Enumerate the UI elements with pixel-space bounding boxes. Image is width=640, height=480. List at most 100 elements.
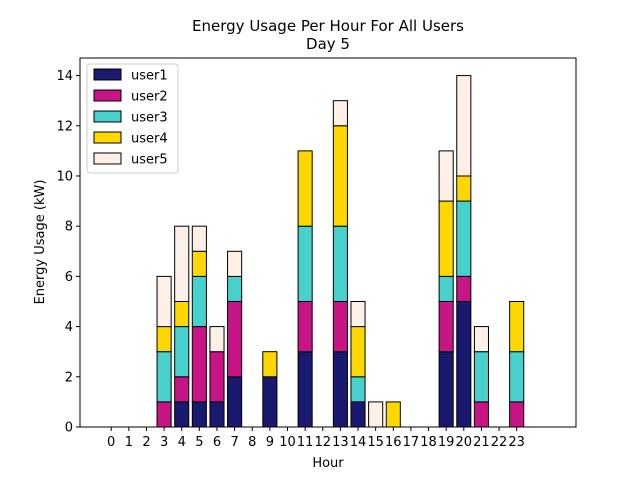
x-tick-label: 15	[367, 435, 384, 450]
bar-user3-hour-5	[191, 275, 207, 328]
legend-swatch-user2	[93, 89, 122, 102]
bar-user2-hour-4	[174, 376, 190, 403]
bar-user3-hour-20	[456, 200, 472, 277]
y-tick-label: 14	[56, 69, 73, 84]
bar-user2-hour-20	[456, 275, 472, 302]
bar-user2-hour-13	[332, 300, 348, 353]
x-tick-label: 1	[125, 435, 133, 450]
bar-user5-hour-4	[174, 225, 190, 302]
bar-user5-hour-19	[438, 150, 454, 202]
bar-user1-hour-14	[350, 401, 366, 428]
legend-swatch-user3	[93, 110, 122, 123]
x-tick-label: 10	[279, 435, 296, 450]
x-tick-label: 19	[438, 435, 455, 450]
x-tick-label: 14	[350, 435, 367, 450]
bar-user3-hour-14	[350, 376, 366, 403]
bar-user2-hour-6	[209, 351, 225, 403]
bar-user5-hour-13	[332, 100, 348, 127]
legend-swatch-user1	[93, 68, 122, 81]
x-tick-label: 4	[178, 435, 186, 450]
bar-user1-hour-7	[227, 376, 243, 428]
chart-title: Energy Usage Per Hour For All Users	[192, 17, 464, 35]
legend-label-user5: user5	[131, 153, 168, 168]
bar-user4-hour-20	[456, 175, 472, 202]
bar-user5-hour-15	[368, 401, 384, 428]
legend-label-user1: user1	[131, 69, 168, 84]
x-tick-label: 9	[266, 435, 274, 450]
x-tick-label: 3	[160, 435, 168, 450]
x-tick-label: 16	[385, 435, 402, 450]
legend: user1 user2 user3 user4 user5	[86, 63, 179, 174]
x-tick-label: 17	[403, 435, 420, 450]
y-tick-label: 4	[65, 320, 73, 335]
x-tick-label: 23	[508, 435, 525, 450]
legend-swatch-user4	[93, 131, 122, 144]
bar-user1-hour-11	[297, 351, 313, 428]
bar-user3-hour-21	[473, 351, 489, 403]
bar-user5-hour-14	[350, 300, 366, 328]
bars-layer	[104, 75, 525, 428]
bar-user2-hour-7	[227, 300, 243, 378]
y-axis-label: Energy Usage (kW)	[33, 180, 48, 305]
bar-user3-hour-13	[332, 225, 348, 302]
bar-user3-hour-11	[297, 225, 313, 302]
bar-user2-hour-19	[438, 300, 454, 353]
y-ticks: 0 2 4 6 8 10 12 14	[56, 69, 80, 436]
x-tick-label: 0	[107, 435, 115, 450]
bar-user3-hour-7	[227, 275, 243, 302]
y-tick-label: 8	[65, 220, 73, 235]
legend-label-user4: user4	[131, 132, 168, 147]
x-tick-label: 21	[473, 435, 490, 450]
x-tick-label: 12	[314, 435, 331, 450]
bar-user4-hour-11	[297, 150, 313, 227]
x-tick-label: 8	[248, 435, 256, 450]
y-tick-label: 2	[65, 370, 73, 385]
bar-user4-hour-16	[385, 401, 401, 428]
bar-user1-hour-6	[209, 401, 225, 428]
chart-subtitle: Day 5	[306, 35, 350, 53]
y-tick-label: 0	[65, 421, 73, 436]
y-tick-label: 12	[56, 119, 73, 134]
bar-user1-hour-19	[438, 351, 454, 428]
bar-user4-hour-23	[509, 300, 525, 353]
bar-user2-hour-23	[509, 401, 525, 428]
bar-user3-hour-23	[509, 351, 525, 403]
bar-user3-hour-19	[438, 275, 454, 302]
x-tick-label: 22	[491, 435, 508, 450]
x-tick-label: 13	[332, 435, 349, 450]
plot-frame	[79, 57, 577, 428]
bar-user2-hour-21	[473, 401, 489, 428]
bar-user4-hour-5	[191, 250, 207, 277]
y-tick-label: 10	[56, 169, 73, 184]
bar-user2-hour-3	[156, 401, 172, 428]
x-tick-label: 7	[230, 435, 238, 450]
bar-user4-hour-3	[156, 326, 172, 353]
bar-user2-hour-5	[191, 326, 207, 403]
bar-user4-hour-4	[174, 300, 190, 328]
bar-user5-hour-20	[456, 75, 472, 177]
bar-user1-hour-9	[262, 376, 278, 428]
legend-swatch-user5	[93, 152, 122, 165]
legend-label-user3: user3	[131, 111, 168, 126]
bar-user4-hour-13	[332, 125, 348, 227]
bar-user5-hour-21	[473, 326, 489, 353]
legend-label-user2: user2	[131, 90, 168, 105]
bar-user3-hour-3	[156, 351, 172, 403]
x-tick-label: 2	[142, 435, 150, 450]
bar-user2-hour-11	[297, 300, 313, 353]
x-tick-label: 6	[213, 435, 221, 450]
y-tick-label: 6	[65, 270, 73, 285]
x-tick-label: 11	[297, 435, 314, 450]
x-ticks: 0 1 2 3 4 5 6 7 8 9 10 11 12 13 14 15 16 17 18 19 20 21 22 23	[107, 427, 525, 450]
x-axis-label: Hour	[312, 456, 344, 471]
bar-user3-hour-4	[174, 326, 190, 378]
bar-user1-hour-5	[191, 401, 207, 428]
bar-user4-hour-9	[262, 351, 278, 378]
bar-user1-hour-20	[456, 300, 472, 428]
bar-user5-hour-6	[209, 326, 225, 353]
x-tick-label: 20	[456, 435, 473, 450]
bar-user1-hour-13	[332, 351, 348, 428]
bar-user4-hour-14	[350, 326, 366, 378]
x-tick-label: 18	[420, 435, 437, 450]
